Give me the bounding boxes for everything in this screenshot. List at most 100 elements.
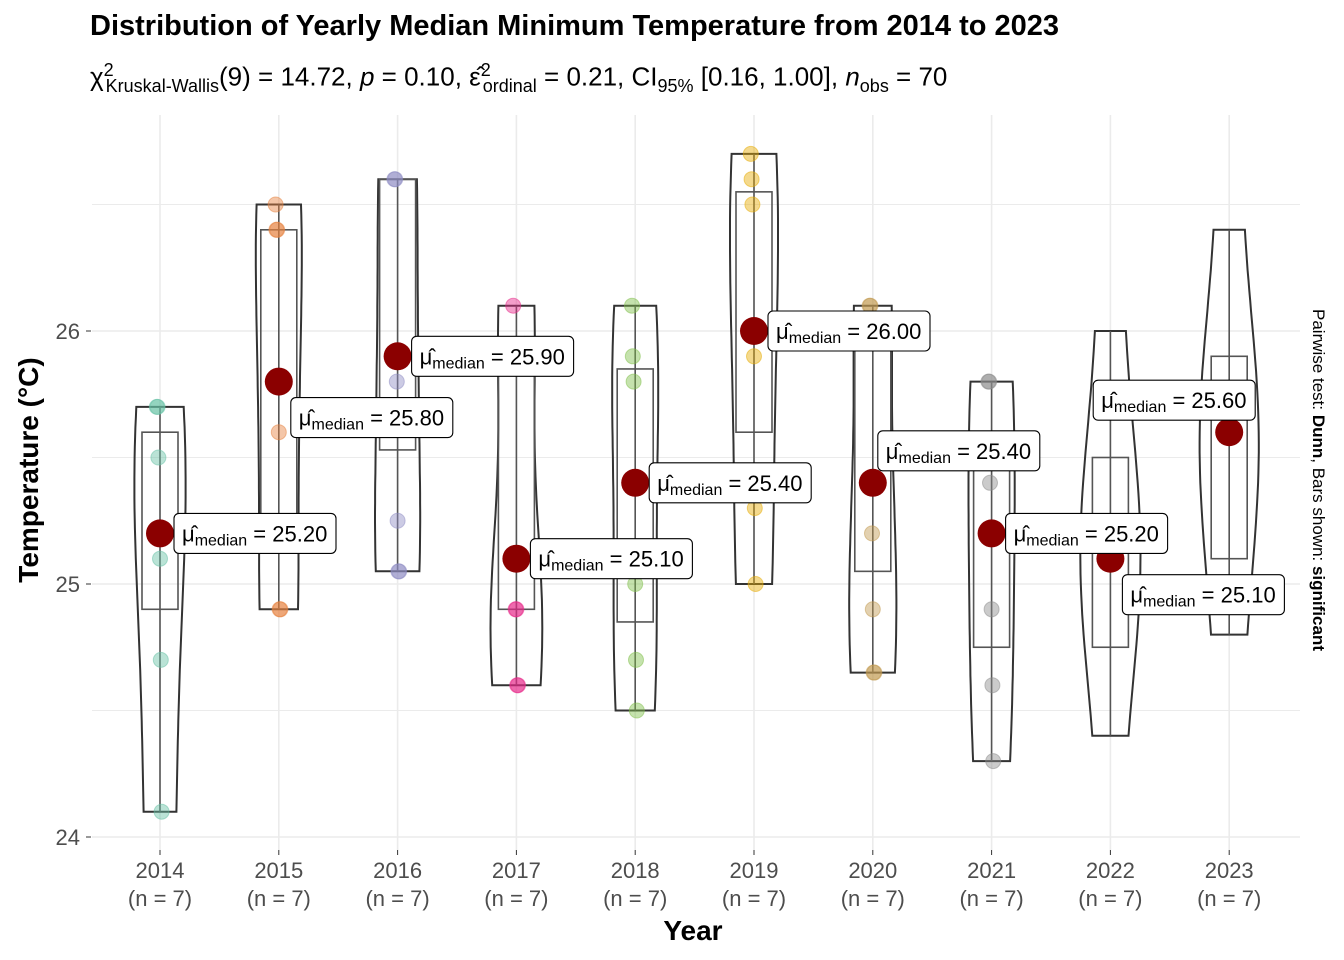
- median-label-2023: μ̂median = 25.60: [1092, 379, 1256, 421]
- ci-value: [0.16, 1.00]: [700, 61, 831, 92]
- data-point: [744, 196, 761, 213]
- x-tick-label-2021: 2021: [967, 858, 1016, 883]
- data-point: [742, 145, 759, 162]
- x-tick-label-2022: 2022: [1086, 858, 1135, 883]
- y-axis-title: Temperature (°C): [13, 357, 44, 582]
- data-point: [625, 373, 642, 390]
- x-tick-label-2018: 2018: [611, 858, 660, 883]
- median-label-text: μ̂median = 25.20: [182, 521, 327, 549]
- x-tick-label-2016: 2016: [373, 858, 422, 883]
- y-tick-label: 24: [56, 825, 80, 850]
- data-point: [389, 512, 406, 529]
- data-point: [150, 449, 167, 466]
- data-point: [746, 348, 762, 365]
- median-point-2021: [977, 519, 1006, 548]
- median-label-text: μ̂median = 25.40: [886, 439, 1031, 467]
- median-label-2017: μ̂median = 25.10: [529, 538, 693, 580]
- x-tick-label-2019: 2019: [730, 858, 779, 883]
- x-axis-title: Year: [663, 915, 722, 946]
- median-label-box: [290, 397, 454, 439]
- data-points: [148, 145, 1002, 820]
- data-point: [864, 525, 880, 542]
- x-tick-n-label: (n = 7): [128, 886, 192, 911]
- x-tick-n-label: (n = 7): [484, 886, 548, 911]
- median-label-text: μ̂median = 25.10: [1130, 583, 1275, 611]
- median-label-2015: μ̂median = 25.80: [290, 397, 454, 439]
- median-label-text: μ̂median = 25.80: [299, 406, 444, 434]
- box-2023: [1210, 355, 1248, 560]
- x-tick-n-label: (n = 7): [959, 886, 1023, 911]
- median-label-text: μ̂median = 25.60: [1101, 388, 1246, 416]
- violin-2023: [1198, 228, 1260, 636]
- data-point: [510, 677, 526, 694]
- median-points: [146, 317, 1244, 573]
- p-value: 0.10: [404, 61, 455, 92]
- data-point: [508, 601, 525, 618]
- data-point: [387, 171, 404, 188]
- data-point: [628, 651, 644, 668]
- y-tick-label: 26: [56, 319, 80, 344]
- x-tick-n-label: (n = 7): [1197, 886, 1261, 911]
- violin-2014: [133, 405, 187, 813]
- data-point: [270, 424, 287, 441]
- median-point-2015: [264, 367, 293, 396]
- statistic-sub: Kruskal-Wallis: [105, 75, 220, 96]
- data-point: [149, 398, 166, 415]
- median-label-2020: μ̂median = 25.40: [877, 430, 1041, 472]
- median-label-text: μ̂median = 25.90: [420, 344, 565, 372]
- data-point: [267, 196, 284, 213]
- data-point: [983, 601, 1000, 618]
- data-point: [747, 576, 764, 592]
- x-tick-label-2014: 2014: [136, 858, 185, 883]
- median-labels: μ̂median = 25.20 μ̂median = 25.80 μ̂median…: [173, 310, 1285, 616]
- x-tick-n-label: (n = 7): [247, 886, 311, 911]
- violin-2015: [254, 203, 303, 611]
- x-tick-n-label: (n = 7): [841, 886, 905, 911]
- x-tick-n-label: (n = 7): [1078, 886, 1142, 911]
- data-point: [864, 601, 881, 618]
- data-point: [153, 803, 170, 820]
- x-tick-n-label: (n = 7): [365, 886, 429, 911]
- x-tick-label-2020: 2020: [848, 858, 897, 883]
- axes: 24 25 26 2014 (n = 7) 2015 (n = 7) 2016 (n = 7) 2…: [56, 319, 1262, 911]
- median-point-2019: [740, 317, 768, 345]
- violin-2019: [729, 152, 779, 585]
- median-label-text: μ̂median = 25.10: [538, 547, 683, 575]
- median-point-2020: [858, 468, 887, 497]
- median-label-2019: μ̂median = 26.00: [767, 310, 931, 352]
- n-label: n: [845, 61, 860, 92]
- data-point: [152, 550, 168, 567]
- median-point-2014: [146, 519, 174, 548]
- caption-test: Dunn: [1309, 415, 1328, 458]
- caption-middle: , Bars shown:: [1309, 458, 1328, 566]
- median-label-2022: μ̂median = 25.10: [1121, 574, 1285, 616]
- caption-shown: significant: [1309, 566, 1328, 651]
- median-label-2014: μ̂median = 25.20: [173, 512, 337, 554]
- median-label-2016: μ̂median = 25.90: [411, 335, 575, 377]
- effsize-symbol: ε̂: [469, 61, 481, 92]
- data-point: [269, 221, 286, 238]
- statistic-value: 14.72: [280, 61, 346, 92]
- x-tick-n-label: (n = 7): [722, 886, 786, 911]
- data-point: [624, 348, 641, 365]
- effsize-sub: ordinal: [482, 75, 537, 96]
- y-tick-label: 25: [56, 572, 80, 597]
- effsize-sup: 2: [480, 60, 491, 80]
- median-label-box: [877, 430, 1041, 472]
- ci-label: CI: [631, 61, 658, 92]
- median-label-box: [767, 310, 931, 352]
- median-label-box: [1092, 379, 1256, 421]
- chart-subtitle: χ2Kruskal-Wallis(9) = 14.72, p = 0.10, ε…: [90, 60, 948, 96]
- x-tick-label-2017: 2017: [492, 858, 541, 883]
- violin-2020: [848, 304, 898, 674]
- median-point-2017: [502, 544, 531, 573]
- data-point: [388, 373, 405, 390]
- p-label: p: [359, 61, 375, 92]
- median-label-box: [411, 335, 575, 377]
- caption-prefix: Pairwise test:: [1309, 309, 1328, 415]
- data-point: [982, 474, 998, 491]
- data-point: [391, 563, 408, 580]
- median-point-2018: [621, 468, 650, 497]
- data-point: [152, 651, 169, 668]
